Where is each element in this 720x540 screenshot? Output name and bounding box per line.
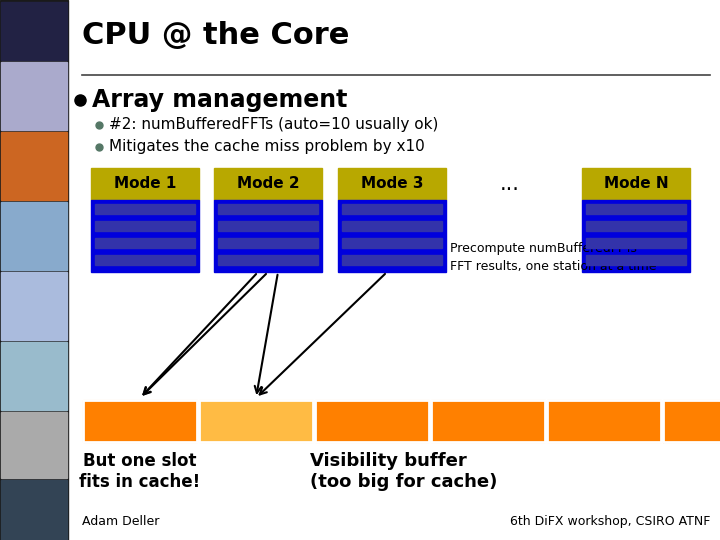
Bar bbox=[342, 221, 442, 231]
Bar bbox=[214, 200, 322, 272]
Bar bbox=[95, 238, 195, 248]
Text: ...: ... bbox=[500, 174, 520, 194]
Text: Mitigates the cache miss problem by x10: Mitigates the cache miss problem by x10 bbox=[109, 139, 425, 154]
Bar bbox=[342, 238, 442, 248]
Bar bbox=[315, 400, 429, 442]
Text: Mode N: Mode N bbox=[603, 177, 668, 192]
Text: Mode 2: Mode 2 bbox=[237, 177, 300, 192]
Bar bbox=[315, 400, 429, 442]
Bar bbox=[582, 168, 690, 200]
Bar bbox=[199, 400, 313, 442]
Text: Mode 1: Mode 1 bbox=[114, 177, 176, 192]
Bar bbox=[95, 221, 195, 231]
Bar bbox=[83, 400, 197, 442]
Bar bbox=[431, 400, 545, 442]
Bar bbox=[218, 238, 318, 248]
Text: But one slot
fits in cache!: But one slot fits in cache! bbox=[79, 452, 201, 491]
Bar bbox=[199, 400, 313, 442]
Bar bbox=[342, 255, 442, 265]
Bar bbox=[214, 168, 322, 200]
Bar bbox=[83, 400, 197, 442]
Bar bbox=[338, 200, 446, 272]
Bar bbox=[1, 272, 67, 340]
Bar bbox=[218, 221, 318, 231]
Text: Visibility buffer
(too big for cache): Visibility buffer (too big for cache) bbox=[310, 452, 498, 491]
Bar bbox=[1, 412, 67, 478]
Bar bbox=[218, 204, 318, 214]
Text: 6th DiFX workshop, CSIRO ATNF: 6th DiFX workshop, CSIRO ATNF bbox=[510, 515, 710, 528]
Bar bbox=[95, 255, 195, 265]
Bar bbox=[91, 168, 199, 200]
Bar bbox=[663, 400, 720, 442]
Bar bbox=[218, 255, 318, 265]
Bar bbox=[1, 132, 67, 200]
Bar bbox=[586, 238, 686, 248]
Bar bbox=[547, 400, 661, 442]
Bar bbox=[95, 204, 195, 214]
Text: CPU @ the Core: CPU @ the Core bbox=[82, 21, 349, 50]
Bar bbox=[1, 62, 67, 130]
Bar bbox=[586, 221, 686, 231]
Bar bbox=[1, 2, 67, 60]
Bar bbox=[431, 400, 545, 442]
Bar bbox=[586, 255, 686, 265]
Bar bbox=[342, 204, 442, 214]
Bar bbox=[1, 342, 67, 410]
Text: Array management: Array management bbox=[92, 88, 347, 112]
Text: Adam Deller: Adam Deller bbox=[82, 515, 159, 528]
Bar bbox=[0, 0, 68, 540]
Bar bbox=[586, 204, 686, 214]
Bar bbox=[547, 400, 661, 442]
Bar bbox=[663, 400, 720, 442]
Text: #2: numBufferedFFTs (auto=10 usually ok): #2: numBufferedFFTs (auto=10 usually ok) bbox=[109, 118, 438, 132]
Bar bbox=[338, 168, 446, 200]
Bar bbox=[1, 480, 67, 540]
Bar bbox=[91, 200, 199, 272]
Text: Mode 3: Mode 3 bbox=[361, 177, 423, 192]
Bar bbox=[582, 200, 690, 272]
Bar bbox=[1, 202, 67, 270]
Text: Precompute numBufferedFFTs
FFT results, one station at a time: Precompute numBufferedFFTs FFT results, … bbox=[450, 242, 657, 273]
